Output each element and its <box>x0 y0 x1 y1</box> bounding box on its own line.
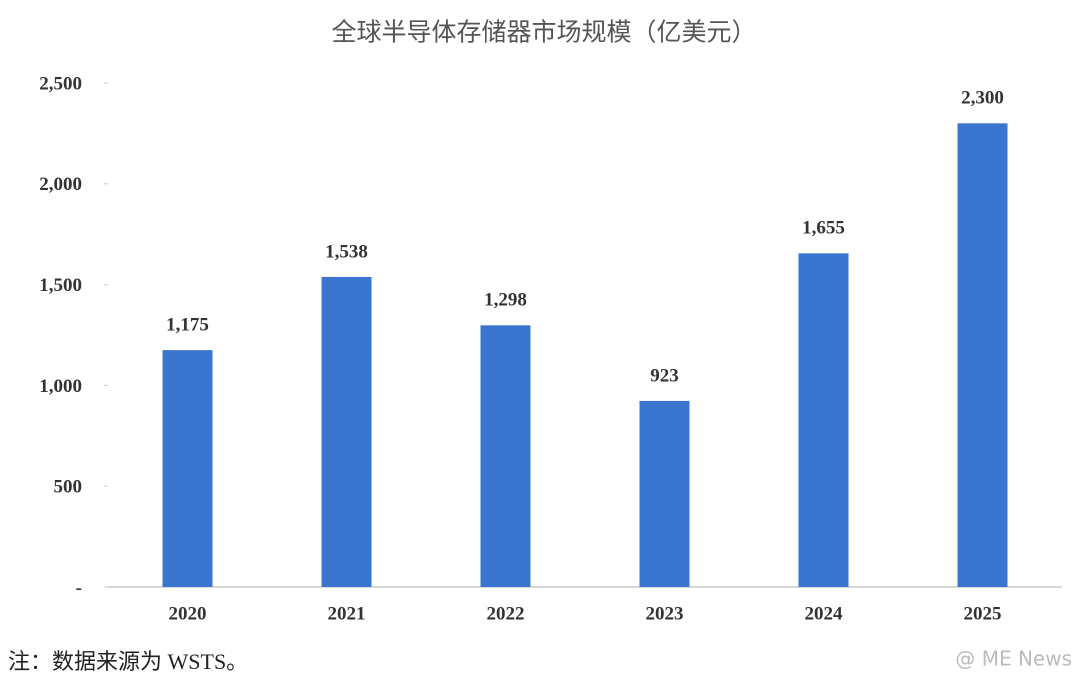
bar <box>162 350 213 587</box>
bar <box>639 400 690 587</box>
bar <box>321 276 372 587</box>
data-label: 1,655 <box>802 218 845 239</box>
y-tick-label: - <box>76 577 82 598</box>
y-tick-label: 500 <box>54 477 83 498</box>
data-label: 923 <box>650 365 679 386</box>
data-label: 1,538 <box>325 241 368 262</box>
data-label: 2,300 <box>961 88 1004 109</box>
footnote: 注：数据来源为 WSTS。 <box>8 649 248 674</box>
data-label: 1,175 <box>166 314 209 335</box>
x-tick-label: 2023 <box>646 603 684 624</box>
y-tick-label: 2,000 <box>39 174 82 195</box>
bar <box>798 253 849 588</box>
y-tick-label: 2,500 <box>39 73 82 94</box>
x-tick-label: 2022 <box>487 603 525 624</box>
y-tick-label: 1,500 <box>39 275 82 296</box>
y-tick-label: 1,000 <box>39 376 82 397</box>
bar <box>480 325 531 587</box>
x-tick-label: 2024 <box>805 603 844 624</box>
bar <box>957 123 1008 587</box>
x-tick-label: 2020 <box>169 603 207 624</box>
data-label: 1,298 <box>484 290 527 311</box>
x-tick-label: 2021 <box>328 603 366 624</box>
chart-title: 全球半导体存储器市场规模（亿美元） <box>331 19 756 47</box>
x-tick-label: 2025 <box>964 603 1002 624</box>
watermark: @ ME News <box>955 647 1072 671</box>
